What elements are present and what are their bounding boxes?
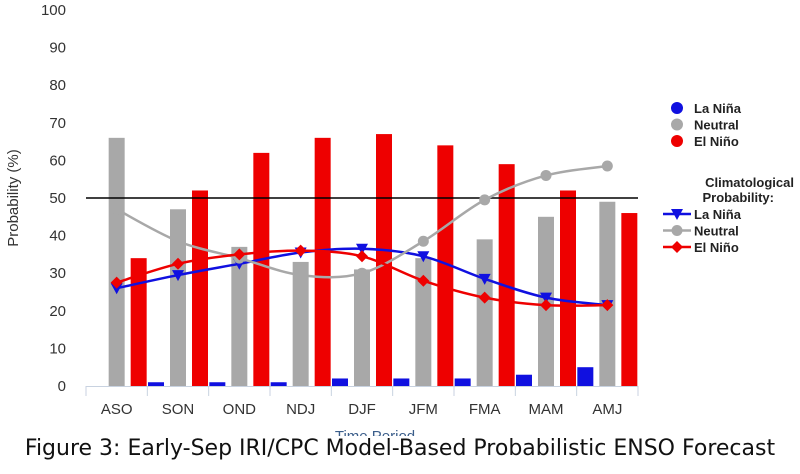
x-tick-label: NDJ — [286, 401, 315, 418]
bar-la-nina — [209, 382, 226, 386]
climatology-point-el-nino — [417, 274, 430, 287]
climatology-point-neutral — [356, 267, 368, 279]
legend-clim-label-neutral: Neutral — [694, 224, 739, 239]
bar-el-nino — [253, 152, 270, 386]
climatology-point-el-nino — [601, 299, 614, 312]
legend-clim-marker-la-nina — [671, 209, 683, 220]
bar-neutral — [476, 239, 493, 386]
legend-clim-marker-el-nino — [671, 241, 683, 253]
bar-neutral — [292, 261, 309, 386]
y-tick-label: 60 — [49, 152, 66, 169]
climatology-lines-layer — [86, 160, 638, 312]
climatology-point-el-nino — [233, 248, 246, 261]
legend-label-la-nina: La Niña — [694, 101, 742, 116]
bar-la-nina — [577, 367, 594, 386]
x-tick-label: AMJ — [592, 401, 622, 418]
bar-la-nina — [332, 378, 348, 386]
climatology-point-neutral — [601, 160, 613, 172]
x-tick-label: DJF — [348, 401, 376, 418]
y-tick-label: 70 — [49, 115, 66, 132]
y-tick-label: 30 — [49, 265, 66, 282]
legend-label-el-nino: El Niño — [694, 134, 739, 149]
x-tick-label: SON — [162, 401, 195, 418]
bar-la-nina — [393, 378, 410, 386]
y-tick-label: 40 — [49, 228, 66, 245]
bar-neutral — [354, 269, 370, 386]
y-tick-label: 0 — [58, 378, 66, 395]
bars-layer — [108, 134, 638, 386]
climatology-point-el-nino — [172, 257, 184, 270]
enso-forecast-chart: 0 10 20 30 40 50 60 70 80 90 100 Probability (%) ASO… — [5, 2, 794, 436]
bar-la-nina — [516, 374, 532, 386]
legend-marker-neutral — [671, 118, 683, 131]
climatology-point-el-nino — [478, 291, 491, 304]
x-tick-label: OND — [223, 401, 257, 418]
climatology-point-el-nino — [356, 250, 368, 263]
climatology-point-la-nina — [172, 270, 184, 282]
legend-label-neutral: Neutral — [694, 118, 739, 133]
y-tick-label: 80 — [49, 77, 66, 94]
climatology-point-neutral — [295, 269, 307, 281]
y-tick-label: 20 — [49, 303, 66, 320]
bar-el-nino — [192, 190, 208, 386]
legend-marker-la-nina — [671, 102, 683, 114]
y-axis-title: Probability (%) — [5, 149, 22, 247]
bar-el-nino — [498, 164, 515, 386]
legend-clim-marker-neutral — [671, 225, 683, 236]
x-tick-label: JFM — [409, 401, 438, 418]
climatology-point-la-nina — [110, 283, 123, 295]
legend-marker-el-nino — [671, 135, 683, 147]
climatology-point-la-nina — [417, 251, 430, 263]
climatology-point-neutral — [172, 235, 184, 247]
bar-la-nina — [270, 382, 287, 386]
climatology-point-el-nino — [540, 299, 552, 312]
climatology-point-neutral — [479, 194, 491, 206]
climatology-point-la-nina — [356, 243, 368, 255]
bar-el-nino — [314, 137, 331, 386]
bar-neutral — [108, 137, 125, 386]
figure-caption: Figure 3: Early-Sep IRI/CPC Model-Based … — [24, 436, 776, 461]
y-tick-label: 100 — [41, 2, 66, 19]
climatology-point-neutral — [540, 169, 552, 181]
climatology-point-neutral — [417, 235, 429, 247]
axes-layer: 0 10 20 30 40 50 60 70 80 90 100 Probability (%) ASO… — [5, 2, 639, 436]
legend-clim-label-la-nina: La Niña — [694, 207, 742, 222]
bar-el-nino — [437, 145, 454, 386]
y-tick-label: 90 — [49, 40, 66, 57]
bar-la-nina — [454, 378, 471, 386]
legend-climatology-title-line2: Probability: — [702, 190, 774, 205]
y-tick-label: 50 — [49, 190, 66, 207]
bar-el-nino — [376, 134, 392, 386]
bar-el-nino — [130, 258, 147, 386]
bar-neutral — [415, 258, 432, 386]
x-tick-label: FMA — [469, 401, 501, 418]
bar-neutral — [231, 246, 248, 386]
bar-el-nino — [621, 213, 638, 386]
x-axis-title: Time Period — [335, 428, 415, 436]
legend-clim-label-el-nino: El Niño — [694, 240, 739, 255]
climatology-point-el-nino — [110, 276, 123, 289]
legend-climatology-title-line1: Climatological — [705, 175, 794, 190]
x-tick-label: ASO — [101, 401, 133, 418]
climatology-point-neutral — [111, 203, 123, 215]
bar-neutral — [599, 201, 616, 386]
x-tick-label: MAM — [529, 401, 564, 418]
y-tick-label: 10 — [49, 340, 66, 357]
climatology-point-el-nino — [294, 244, 307, 257]
bar-neutral — [170, 209, 186, 386]
bar-la-nina — [148, 382, 164, 386]
climatology-point-la-nina — [540, 292, 552, 304]
bar-el-nino — [560, 190, 576, 386]
climatology-point-la-nina — [478, 273, 491, 285]
